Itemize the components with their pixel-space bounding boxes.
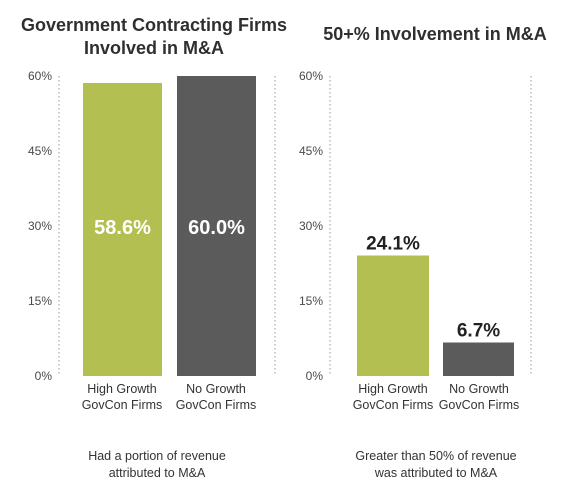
data-label: 60.0% [188, 217, 245, 239]
y-tick-label: 15% [28, 294, 52, 308]
y-tick-label: 60% [28, 69, 52, 83]
category-label: GovCon Firms [439, 398, 520, 412]
category-label: High Growth [358, 382, 428, 396]
y-tick-label: 0% [306, 369, 324, 383]
bar [83, 83, 162, 376]
chart-footnote-line: was attributed to M&A [374, 466, 498, 480]
chart-footnote-line: Had a portion of revenue [88, 449, 226, 463]
y-tick-label: 0% [35, 369, 53, 383]
bar [443, 342, 514, 376]
chart-title-line: 50+% Involvement in M&A [323, 24, 547, 44]
data-label: 24.1% [366, 234, 420, 255]
bar [357, 255, 429, 376]
chart-title-line: Government Contracting Firms [21, 15, 287, 35]
category-label: High Growth [87, 382, 157, 396]
y-tick-label: 15% [299, 294, 323, 308]
category-label: No Growth [449, 382, 509, 396]
category-label: GovCon Firms [353, 398, 434, 412]
category-label: GovCon Firms [82, 398, 163, 412]
category-label: GovCon Firms [176, 398, 257, 412]
chart-footnote-line: Greater than 50% of revenue [355, 449, 516, 463]
y-tick-label: 45% [299, 144, 323, 158]
y-tick-label: 45% [28, 144, 52, 158]
y-tick-label: 30% [299, 219, 323, 233]
data-label: 6.7% [457, 321, 500, 342]
chart-title-line: Involved in M&A [84, 38, 224, 58]
chart-footnote-line: attributed to M&A [109, 466, 206, 480]
bar [177, 76, 256, 376]
y-tick-label: 30% [28, 219, 52, 233]
category-label: No Growth [186, 382, 246, 396]
data-label: 58.6% [94, 217, 151, 239]
y-tick-label: 60% [299, 69, 323, 83]
